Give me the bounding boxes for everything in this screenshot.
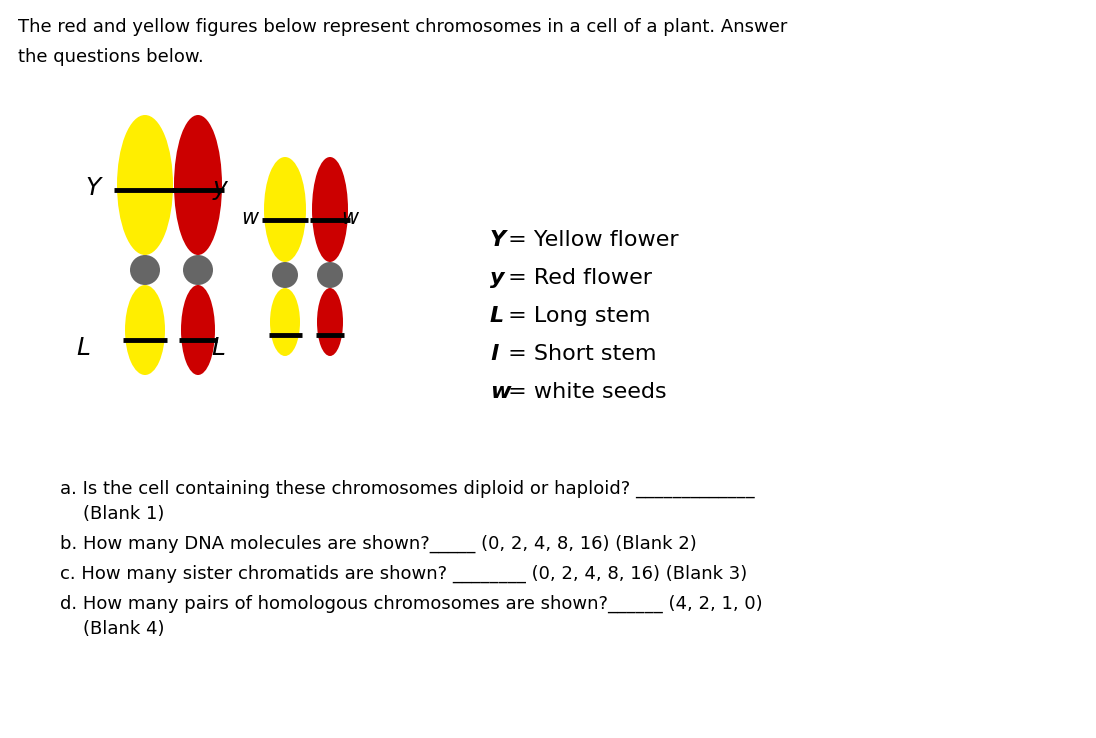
Text: = Red flower: = Red flower <box>501 268 652 288</box>
Text: c. How many sister chromatids are shown? ________ (0, 2, 4, 8, 16) (Blank 3): c. How many sister chromatids are shown?… <box>60 565 747 583</box>
Ellipse shape <box>174 115 222 255</box>
Text: y: y <box>490 268 504 288</box>
Text: L: L <box>76 336 90 360</box>
Text: w: w <box>241 208 259 228</box>
Text: the questions below.: the questions below. <box>18 48 204 66</box>
Circle shape <box>183 255 213 285</box>
Text: d. How many pairs of homologous chromosomes are shown?______ (4, 2, 1, 0): d. How many pairs of homologous chromoso… <box>60 595 763 613</box>
Text: y: y <box>213 176 227 200</box>
Text: = Short stem: = Short stem <box>501 344 657 364</box>
Text: (Blank 1): (Blank 1) <box>60 505 164 523</box>
Text: Y: Y <box>85 176 101 200</box>
Text: Y: Y <box>490 230 506 250</box>
Ellipse shape <box>117 115 173 255</box>
Circle shape <box>130 255 160 285</box>
Ellipse shape <box>312 157 349 262</box>
Circle shape <box>317 262 343 288</box>
Text: w: w <box>490 382 511 402</box>
Ellipse shape <box>125 285 165 375</box>
Text: L: L <box>490 306 504 326</box>
Text: = Yellow flower: = Yellow flower <box>501 230 678 250</box>
Text: = Long stem: = Long stem <box>501 306 651 326</box>
Text: b. How many DNA molecules are shown?_____ (0, 2, 4, 8, 16) (Blank 2): b. How many DNA molecules are shown?____… <box>60 535 697 554</box>
Ellipse shape <box>264 157 306 262</box>
Text: (Blank 4): (Blank 4) <box>60 620 164 638</box>
Text: = white seeds: = white seeds <box>501 382 666 402</box>
Circle shape <box>272 262 298 288</box>
Text: w: w <box>342 208 358 228</box>
Text: a. Is the cell containing these chromosomes diploid or haploid? _____________: a. Is the cell containing these chromoso… <box>60 480 755 498</box>
Ellipse shape <box>270 288 300 356</box>
Text: The red and yellow figures below represent chromosomes in a cell of a plant. Ans: The red and yellow figures below represe… <box>18 18 787 36</box>
Ellipse shape <box>181 285 215 375</box>
Text: l: l <box>490 344 498 364</box>
Text: L: L <box>212 336 225 360</box>
Ellipse shape <box>317 288 343 356</box>
